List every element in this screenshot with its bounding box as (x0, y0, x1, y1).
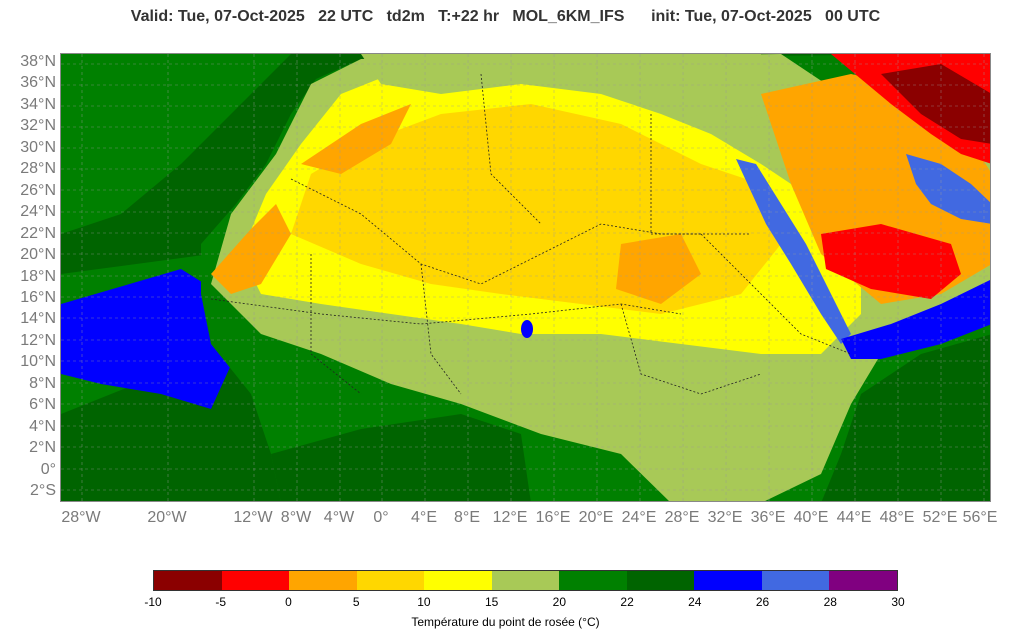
longitude-label: 16°E (535, 509, 571, 526)
latitude-label: 38°N (20, 53, 56, 70)
colorbar-tick-label: 10 (417, 595, 431, 609)
longitude-label: 12°E (492, 509, 528, 526)
longitude-label: 20°E (578, 509, 614, 526)
latitude-label: 24°N (20, 203, 56, 221)
latitude-label: 8°N (29, 374, 56, 392)
indian-ocean (821, 334, 990, 501)
colorbar-segment (221, 571, 290, 590)
longitude-label: 32°E (707, 509, 743, 526)
dark-red-iran-zone (881, 64, 990, 144)
colorbar-tick-label: 28 (823, 595, 837, 609)
orange-patch-atlas (301, 104, 411, 174)
longitude-label: 56°E (962, 509, 998, 526)
colorbar-tick-label: 5 (352, 595, 360, 609)
gulf-of-aden (841, 279, 990, 359)
colorbar-tick-label: 0 (285, 595, 292, 609)
colorbar-segment (559, 571, 627, 590)
colorbar-segment (154, 571, 222, 590)
latitude-label: 2°S (30, 482, 56, 499)
longitude-label: 0° (373, 509, 389, 526)
map-title: Valid: Tue, 07-Oct-2025 22 UTC td2m T:+2… (130, 8, 881, 25)
latitude-label: 10°N (20, 353, 56, 371)
country-borders (210, 73, 852, 395)
longitude-label: 40°E (793, 509, 829, 526)
atlantic-humid-zone (61, 269, 236, 409)
longitude-label: 4°W (323, 509, 355, 526)
latitude-label: 32°N (20, 117, 56, 135)
latitude-label: 0° (40, 460, 56, 478)
lake-chad (521, 320, 533, 338)
colorbar-segment (694, 571, 762, 590)
longitude-label: 24°E (621, 509, 657, 526)
dewpoint-map[interactable] (60, 53, 991, 502)
colorbar (153, 570, 898, 591)
latitude-label: 18°N (20, 267, 56, 285)
atlantic-north-zone (61, 54, 291, 234)
longitude-label: 20°W (147, 509, 187, 526)
graticule (61, 54, 990, 501)
longitude-label: 28°E (664, 509, 700, 526)
longitude-label: 52°E (922, 509, 958, 526)
longitude-label: 48°E (879, 509, 915, 526)
latitude-label: 28°N (20, 160, 56, 178)
latitude-label: 12°N (20, 331, 56, 349)
longitude-label: 8°W (280, 509, 312, 526)
longitude-label: 12°W (233, 509, 273, 526)
latitude-label: 20°N (20, 246, 56, 264)
colorbar-tick-label: -10 (144, 595, 162, 609)
latitude-label: 2°N (29, 439, 56, 457)
longitude-label: 36°E (750, 509, 786, 526)
colorbar-tick-label: -5 (215, 595, 227, 609)
colorbar-tick-label: 22 (620, 595, 634, 609)
latitude-label: 16°N (20, 288, 56, 306)
longitude-label: 44°E (836, 509, 872, 526)
latitude-label: 34°N (20, 95, 56, 113)
colorbar-tick-label: 24 (688, 595, 702, 609)
latitude-label: 14°N (20, 310, 56, 328)
colorbar-tick-label: 26 (755, 595, 770, 609)
colorbar-segment (626, 571, 695, 590)
colorbar-segment (356, 571, 425, 590)
longitude-label: 4°E (411, 509, 437, 526)
colorbar-segment (424, 571, 492, 590)
latitude-label: 6°N (29, 396, 56, 414)
orange-patch-west (211, 204, 291, 294)
latitude-label: 30°N (20, 138, 56, 156)
persian-gulf (906, 154, 990, 224)
latitude-label: 36°N (20, 74, 56, 92)
longitude-label: 28°W (61, 509, 101, 526)
longitude-label: 8°E (454, 509, 480, 526)
map-canvas (61, 54, 990, 501)
colorbar-tick-label: 15 (484, 595, 499, 609)
colorbar-tick-label: 20 (552, 595, 567, 609)
orange-patch-sudan (616, 234, 701, 304)
colorbar-title: Température du point de rosée (°C) (411, 615, 600, 629)
colorbar-segment (289, 571, 357, 590)
red-sea (736, 159, 851, 344)
colorbar-segment (491, 571, 560, 590)
gulf-of-guinea (271, 414, 531, 501)
latitude-label: 26°N (20, 181, 56, 199)
latitude-label: 22°N (20, 224, 56, 242)
mediterranean-sea (361, 54, 761, 134)
latitude-label: 4°N (29, 417, 56, 435)
colorbar-tick-label: 30 (891, 595, 905, 609)
red-arabia-zone (821, 224, 961, 299)
colorbar-segment (829, 571, 898, 590)
colorbar-segment (761, 571, 830, 590)
